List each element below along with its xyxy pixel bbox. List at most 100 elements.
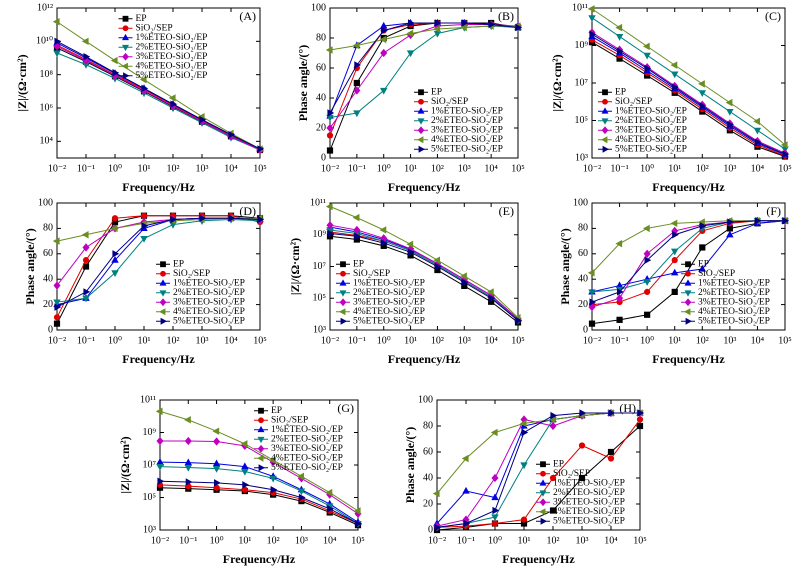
- y-tick-label: 100: [573, 197, 588, 208]
- x-tick-label: 10⁰: [377, 163, 391, 174]
- marker: [199, 214, 207, 222]
- x-tick-label: 10⁴: [484, 163, 498, 174]
- x-tick-label: 10³: [196, 335, 209, 346]
- legend-label: 1%ETEO-SiO₂/EP: [553, 478, 625, 488]
- marker: [643, 279, 651, 286]
- y-tick-label: 100: [311, 2, 326, 13]
- legend-marker: [159, 298, 167, 307]
- x-tick-label: 10⁻²: [583, 335, 601, 346]
- marker: [460, 23, 467, 32]
- marker: [327, 505, 334, 513]
- marker: [550, 411, 558, 420]
- x-tick-label: 10³: [196, 163, 209, 174]
- marker: [170, 100, 178, 108]
- marker: [434, 262, 442, 271]
- panel-label: (D): [239, 204, 256, 218]
- marker: [607, 455, 615, 462]
- y-tick-label: 10⁴: [40, 136, 54, 147]
- legend-marker: [539, 498, 547, 507]
- marker: [463, 519, 471, 528]
- series-line: [56, 219, 261, 303]
- legend-label: 4%ETEO-SiO₂/EP: [271, 453, 343, 463]
- legend-label: EP: [173, 259, 184, 269]
- marker: [380, 48, 388, 58]
- legend-label: 3%ETEO-SiO₂/EP: [353, 297, 425, 307]
- x-tick-label: 10⁴: [484, 335, 498, 346]
- legend-label: 4%ETEO-SiO₂/EP: [553, 507, 625, 517]
- marker: [588, 320, 596, 327]
- legend-marker: [257, 444, 265, 453]
- legend-label: 5%ETEO-SiO₂/EP: [698, 316, 770, 326]
- marker: [52, 237, 60, 245]
- marker: [407, 248, 415, 256]
- marker: [269, 475, 277, 483]
- marker: [168, 94, 176, 102]
- marker: [297, 488, 306, 496]
- marker: [406, 240, 414, 249]
- y-tick-label: 60: [43, 248, 53, 259]
- marker: [184, 436, 192, 446]
- x-tick-label: 10⁵: [511, 163, 525, 174]
- y-tick-label: 0: [321, 152, 326, 163]
- marker: [53, 314, 61, 321]
- series-line: [329, 235, 519, 323]
- y-tick-label: 60: [423, 446, 433, 457]
- marker: [549, 507, 557, 514]
- marker: [432, 489, 440, 498]
- legend-label: 2%ETEO-SiO₂/EP: [698, 288, 770, 298]
- marker: [213, 484, 220, 491]
- marker: [326, 123, 334, 133]
- legend-marker: [257, 425, 265, 433]
- legend-marker: [160, 317, 167, 325]
- y-axis-label: Phase angle/(°): [403, 427, 417, 503]
- marker: [353, 86, 361, 95]
- series-line: [159, 480, 359, 524]
- x-tick-label: 10³: [723, 163, 736, 174]
- marker: [353, 225, 361, 235]
- series-line: [591, 31, 786, 154]
- legend-label: 5%ETEO-SiO₂/EP: [615, 144, 687, 154]
- marker: [636, 422, 644, 430]
- legend-marker: [685, 317, 692, 325]
- legend-label: 4%ETEO-SiO₂/EP: [353, 307, 425, 317]
- marker: [268, 456, 276, 464]
- marker: [53, 42, 61, 51]
- y-axis-label: Phase angle/(°): [23, 228, 37, 304]
- marker: [434, 19, 442, 27]
- y-axis-label: |Z|/(Ω·cm²): [288, 238, 302, 295]
- marker: [491, 514, 499, 522]
- marker: [642, 224, 650, 233]
- legend-marker: [159, 290, 167, 297]
- legend-label: 1%ETEO-SiO₂/EP: [136, 33, 208, 43]
- marker: [578, 474, 586, 482]
- legend-marker: [257, 436, 265, 444]
- marker: [727, 218, 735, 226]
- marker: [54, 303, 62, 311]
- marker: [184, 464, 192, 472]
- x-tick-label: 10²: [696, 335, 709, 346]
- marker: [670, 61, 678, 69]
- marker: [241, 462, 249, 470]
- marker: [588, 15, 596, 22]
- legend-marker: [159, 279, 167, 286]
- marker: [492, 506, 500, 515]
- y-tick-label: 10⁹: [143, 427, 157, 438]
- x-axis-label: Frequency/Hz: [388, 180, 461, 194]
- x-tick-label: 10⁵: [351, 535, 365, 546]
- x-tick-label: 10¹: [138, 335, 151, 346]
- marker: [228, 130, 236, 139]
- x-tick-label: 10¹: [238, 535, 251, 546]
- x-tick-label: 10⁻²: [151, 535, 169, 546]
- x-tick-label: 10⁵: [778, 163, 792, 174]
- marker: [52, 18, 60, 26]
- marker: [199, 115, 207, 124]
- marker: [672, 231, 679, 239]
- marker: [461, 19, 469, 27]
- x-tick-label: 10⁻²: [321, 335, 339, 346]
- y-tick-label: 80: [43, 223, 53, 234]
- x-tick-label: 10⁻²: [48, 163, 66, 174]
- legend-label: SiO₂/SEP: [173, 269, 210, 279]
- marker: [111, 270, 119, 278]
- x-tick-label: 10⁻²: [321, 163, 339, 174]
- marker: [53, 299, 61, 307]
